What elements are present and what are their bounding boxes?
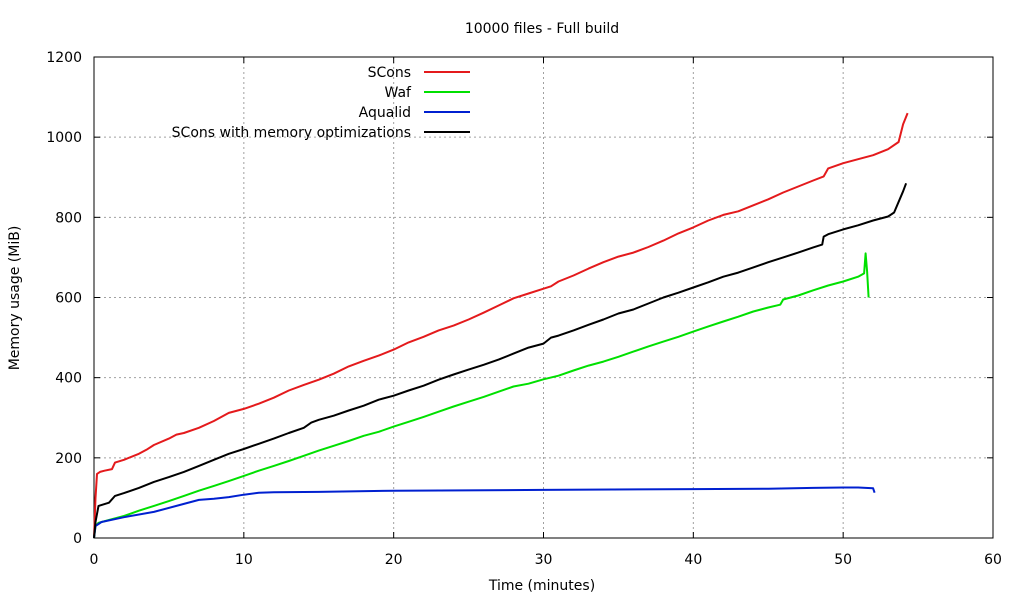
x-tick-label: 0: [90, 552, 99, 568]
legend-label: Waf: [385, 85, 413, 101]
y-tick-label: 400: [55, 371, 82, 387]
series-line-scons-with-memory-optimizations: [93, 182, 908, 539]
chart-title: 10000 files - Full build: [465, 21, 619, 37]
x-tick-label: 40: [684, 552, 702, 568]
y-axis-label: Memory usage (MiB): [7, 226, 23, 371]
y-tick-label: 0: [73, 531, 82, 547]
x-axis-label: Time (minutes): [488, 578, 595, 594]
legend: SCons Waf Aqualid SCons with memory optimiz…: [172, 65, 470, 141]
x-tick-label: 50: [834, 552, 852, 568]
series-line-aqualid: [93, 486, 876, 539]
x-tick-label: 30: [535, 552, 553, 568]
series-line-scons: [93, 112, 909, 539]
series-lines: [93, 112, 909, 539]
legend-label: SCons: [368, 65, 411, 81]
y-tick-label: 1000: [46, 130, 82, 146]
legend-label: Aqualid: [359, 105, 411, 121]
x-tick-label: 60: [984, 552, 1002, 568]
grid-lines: [94, 57, 993, 538]
y-tick-label: 1200: [46, 50, 82, 66]
series-line-waf: [93, 252, 870, 539]
legend-label: SCons with memory optimizations: [172, 125, 411, 141]
y-tick-label: 200: [55, 451, 82, 467]
x-tick-label: 10: [235, 552, 253, 568]
y-tick-label: 800: [55, 210, 82, 226]
y-tick-label: 600: [55, 291, 82, 307]
x-tick-label: 20: [385, 552, 403, 568]
